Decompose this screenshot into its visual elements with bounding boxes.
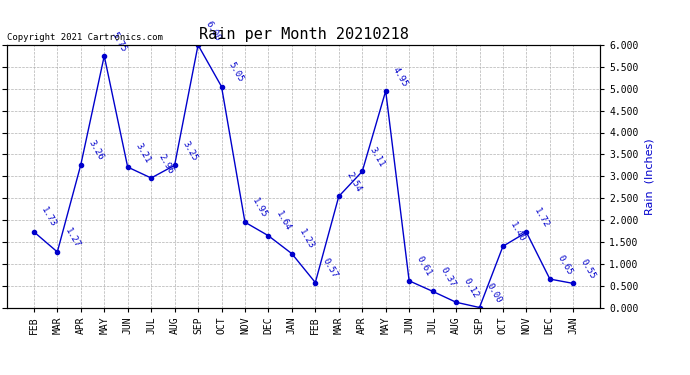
- Text: 0.57: 0.57: [321, 256, 339, 280]
- Text: 1.72: 1.72: [532, 206, 551, 230]
- Text: 6.00: 6.00: [204, 19, 222, 42]
- Text: 1.23: 1.23: [297, 228, 316, 251]
- Text: 1.64: 1.64: [274, 210, 293, 233]
- Text: 4.95: 4.95: [391, 65, 410, 88]
- Text: 2.54: 2.54: [344, 171, 363, 194]
- Title: Rain per Month 20210218: Rain per Month 20210218: [199, 27, 408, 42]
- Text: 3.25: 3.25: [180, 140, 199, 162]
- Text: 5.75: 5.75: [110, 30, 128, 53]
- Text: 3.26: 3.26: [86, 139, 105, 162]
- Text: 0.55: 0.55: [579, 258, 598, 280]
- Text: 0.37: 0.37: [438, 266, 457, 288]
- Text: 5.05: 5.05: [227, 61, 246, 84]
- Text: Copyright 2021 Cartronics.com: Copyright 2021 Cartronics.com: [7, 33, 163, 42]
- Text: 0.12: 0.12: [462, 276, 480, 300]
- Text: 0.61: 0.61: [415, 255, 433, 278]
- Text: 0.65: 0.65: [555, 253, 574, 276]
- Text: 1.73: 1.73: [39, 206, 58, 229]
- Y-axis label: Rain  (Inches): Rain (Inches): [644, 138, 654, 214]
- Text: 0.00: 0.00: [485, 282, 504, 305]
- Text: 1.40: 1.40: [509, 220, 527, 243]
- Text: 1.95: 1.95: [250, 196, 269, 219]
- Text: 3.21: 3.21: [133, 141, 152, 164]
- Text: 1.27: 1.27: [63, 226, 81, 249]
- Text: 3.11: 3.11: [368, 146, 386, 169]
- Text: 2.96: 2.96: [157, 152, 175, 175]
